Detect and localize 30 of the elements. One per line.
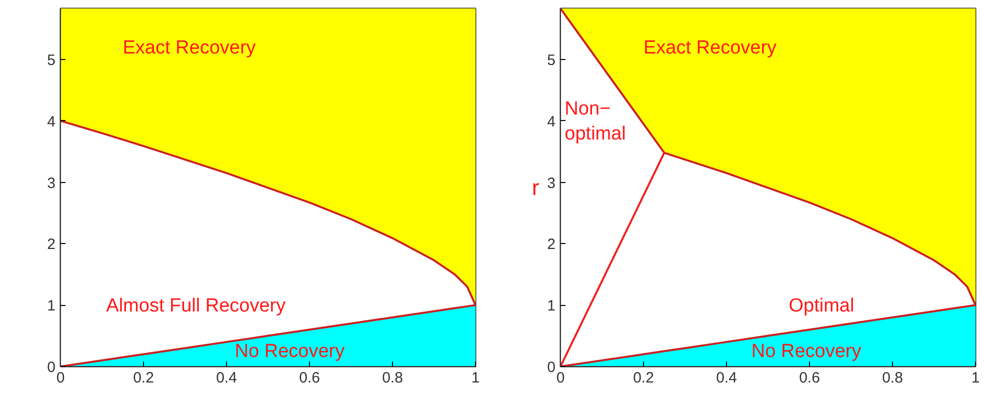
x-tick-label: 0.4 bbox=[716, 370, 737, 386]
y-tick-label: 4 bbox=[547, 113, 556, 130]
x-tick-label: 0.8 bbox=[382, 370, 403, 386]
annotation: Exact Recovery bbox=[644, 38, 778, 59]
x-tick-label: 0.6 bbox=[299, 370, 320, 386]
x-tick-label: 0.2 bbox=[133, 370, 154, 386]
y-tick-label: 2 bbox=[547, 236, 556, 254]
y-axis-title: r bbox=[532, 175, 540, 200]
annotation: Optimal bbox=[788, 295, 854, 316]
annotation: Exact Recovery bbox=[122, 38, 256, 59]
y-tick-label: 5 bbox=[547, 52, 556, 69]
y-tick-label: 1 bbox=[47, 298, 56, 315]
annotation: No Recovery bbox=[234, 341, 346, 362]
x-tick-label: 0.8 bbox=[882, 370, 903, 386]
y-tick-label: 3 bbox=[47, 174, 56, 192]
x-tick-label: 0.6 bbox=[799, 370, 820, 386]
y-tick-label: 0 bbox=[47, 359, 56, 376]
x-tick-label: 0.2 bbox=[633, 370, 654, 386]
y-tick-label: 0 bbox=[547, 359, 556, 376]
y-tick-label: 3 bbox=[547, 174, 556, 192]
annotation: Almost Full Recovery bbox=[106, 295, 286, 316]
y-tick-label: 5 bbox=[47, 52, 56, 69]
y-tick-label: 1 bbox=[547, 298, 556, 315]
annotation: No Recovery bbox=[751, 341, 862, 362]
x-tick-label: 0.4 bbox=[216, 370, 237, 386]
y-tick-label: 2 bbox=[47, 236, 56, 254]
annotation: Non− optimal bbox=[564, 98, 626, 145]
y-tick-label: 4 bbox=[47, 113, 56, 130]
x-tick-label: 1 bbox=[471, 370, 480, 386]
x-tick-label: 1 bbox=[971, 370, 980, 386]
